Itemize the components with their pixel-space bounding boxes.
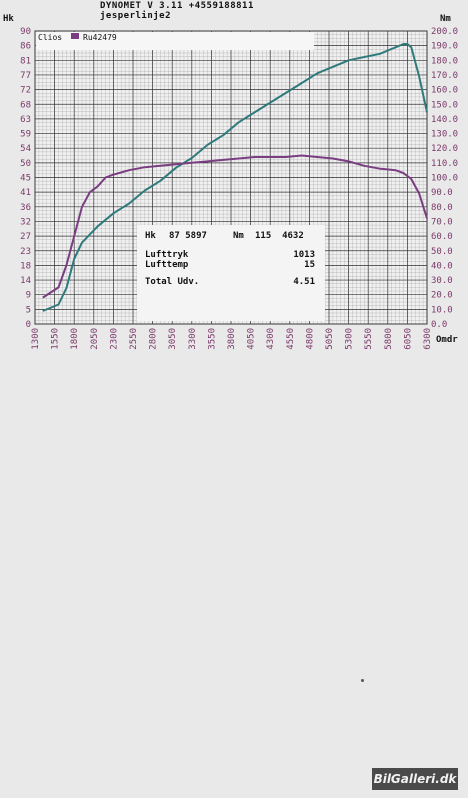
watermark-logo: BilGalleri.dk <box>372 768 458 790</box>
y-left-tick-label: 86 <box>20 42 31 52</box>
y-right-tick-label: 100.0 <box>431 174 458 184</box>
y-left-tick-label: 72 <box>20 86 31 96</box>
speck-dot <box>361 679 364 682</box>
y-left-tick-label: 63 <box>20 115 31 125</box>
total-value: 4.51 <box>293 277 315 287</box>
x-axis-label: Omdr <box>436 335 458 345</box>
y-right-tick-label: 200.0 <box>431 27 458 37</box>
legend-background <box>36 32 314 50</box>
legend-label-clios: Clios <box>38 33 62 42</box>
x-tick-label: 4300 <box>266 328 276 350</box>
y-right-tick-label: 140.0 <box>431 115 458 125</box>
series-line-clios <box>42 43 428 312</box>
y-right-tick-label: 150.0 <box>431 100 458 110</box>
x-tick-label: 4800 <box>305 328 315 350</box>
y-left-tick-label: 59 <box>20 130 31 140</box>
y-right-tick-label: 40.0 <box>431 261 453 271</box>
y-right-tick-label: 60.0 <box>431 232 453 242</box>
hk-value: 87 5897 <box>169 231 207 241</box>
y-right-tick-label: 10.0 <box>431 305 453 315</box>
x-tick-label: 6300 <box>423 328 433 350</box>
right-axis-label: Nm <box>440 14 451 24</box>
y-left-tick-label: 18 <box>20 261 31 271</box>
x-tick-label: 3300 <box>188 328 198 350</box>
legend-swatch-ru42479 <box>71 33 79 39</box>
y-left-tick-label: 90 <box>20 27 31 37</box>
y-left-tick-label: 45 <box>20 174 31 184</box>
x-tick-label: 4550 <box>286 328 296 350</box>
nm-value: 115 4632 <box>255 231 304 241</box>
left-axis-label: Hk <box>3 14 14 24</box>
y-right-tick-label: 30.0 <box>431 276 453 286</box>
y-left-tick-label: 0 <box>26 320 31 330</box>
y-left-tick-label: 81 <box>20 56 31 66</box>
x-tick-label: 5050 <box>325 328 335 350</box>
y-right-tick-label: 50.0 <box>431 247 453 257</box>
lufttryk-label: Lufttryk <box>145 250 189 260</box>
y-right-tick-label: 110.0 <box>431 159 458 169</box>
x-tick-label: 3050 <box>168 328 178 350</box>
nm-label: Nm <box>233 231 244 241</box>
y-right-tick-label: 20.0 <box>431 291 453 301</box>
x-tick-label: 4050 <box>247 328 257 350</box>
y-right-tick-label: 180.0 <box>431 56 458 66</box>
x-tick-label: 2050 <box>90 328 100 350</box>
x-tick-label: 2550 <box>129 328 139 350</box>
y-left-tick-label: 68 <box>20 100 31 110</box>
x-tick-label: 5300 <box>345 328 355 350</box>
y-left-tick-label: 32 <box>20 217 31 227</box>
y-right-tick-label: 130.0 <box>431 130 458 140</box>
y-right-tick-label: 0.0 <box>431 320 447 330</box>
header-subtitle: jesperlinje2 <box>100 11 172 21</box>
y-left-tick-label: 36 <box>20 203 31 213</box>
x-tick-label: 5550 <box>364 328 374 350</box>
x-tick-label: 1550 <box>51 328 61 350</box>
y-left-tick-label: 23 <box>20 247 31 257</box>
y-right-tick-label: 190.0 <box>431 42 458 52</box>
y-right-tick-label: 170.0 <box>431 71 458 81</box>
x-tick-label: 5800 <box>384 328 394 350</box>
y-left-tick-label: 9 <box>26 291 31 301</box>
lufttemp-label: Lufttemp <box>145 260 189 270</box>
x-tick-label: 3550 <box>207 328 217 350</box>
y-left-tick-label: 27 <box>20 232 31 242</box>
y-right-tick-label: 90.0 <box>431 188 453 198</box>
x-tick-label: 1300 <box>31 328 41 350</box>
series-line-ru42479 <box>42 154 428 299</box>
x-tick-label: 6050 <box>403 328 413 350</box>
y-left-tick-label: 50 <box>20 159 31 169</box>
x-tick-label: 1800 <box>70 328 80 350</box>
y-left-tick-label: 77 <box>20 71 31 81</box>
y-right-tick-label: 160.0 <box>431 86 458 96</box>
y-left-tick-label: 54 <box>20 144 31 154</box>
y-right-tick-label: 120.0 <box>431 144 458 154</box>
y-left-tick-label: 14 <box>20 276 31 286</box>
y-right-tick-label: 80.0 <box>431 203 453 213</box>
legend-label-ru42479: Ru42479 <box>83 33 117 42</box>
y-left-tick-label: 41 <box>20 188 31 198</box>
x-tick-label: 2800 <box>149 328 159 350</box>
header-title: DYNOMET V 3.11 +4559188811 <box>100 1 254 11</box>
x-tick-label: 3800 <box>227 328 237 350</box>
lufttryk-value: 1013 <box>293 250 315 260</box>
lufttemp-value: 15 <box>304 260 315 270</box>
y-right-tick-label: 70.0 <box>431 217 453 227</box>
y-left-tick-label: 5 <box>26 305 31 315</box>
total-label: Total Udv. <box>145 277 200 287</box>
hk-label: Hk <box>145 231 156 241</box>
info-panel: Hk 87 5897 Nm 115 4632 Lufttryk 1013 Luf… <box>137 225 325 321</box>
x-tick-label: 2300 <box>109 328 119 350</box>
